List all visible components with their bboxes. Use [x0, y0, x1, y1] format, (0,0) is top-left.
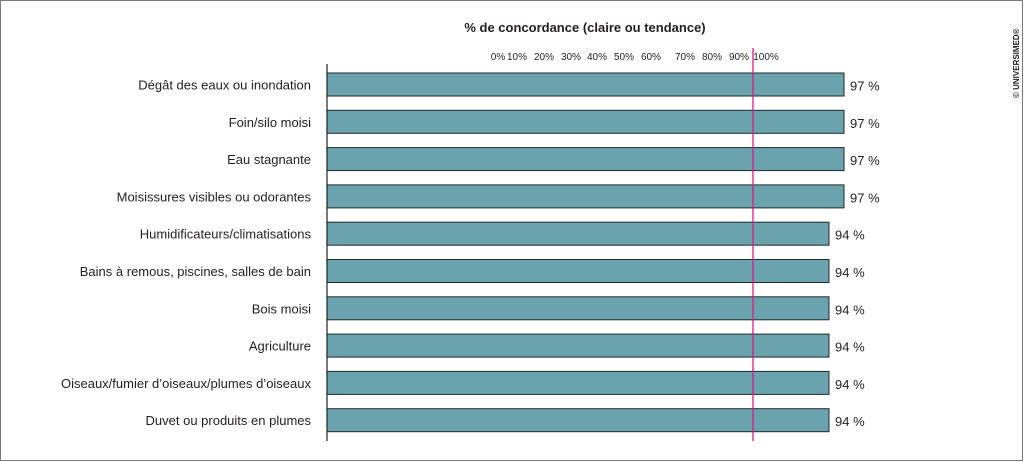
- category-label: Moisissures visibles ou odorantes: [117, 189, 312, 204]
- bar: [326, 147, 845, 172]
- bar: [326, 296, 830, 321]
- bar: [326, 109, 845, 134]
- bar: [326, 221, 830, 246]
- category-label: Humidificateurs/climatisations: [140, 227, 312, 242]
- tick-label: 0%: [491, 52, 506, 63]
- value-label: 94 %: [835, 265, 865, 280]
- value-label: 94 %: [835, 302, 865, 317]
- bar: [326, 333, 830, 358]
- tick-label: 10%: [507, 52, 527, 63]
- tick-label: 30%: [561, 52, 581, 63]
- tick-label: 100%: [753, 52, 779, 63]
- tick-label: 50%: [614, 52, 634, 63]
- tick-label: 70%: [675, 52, 695, 63]
- category-label: Foin/silo moisi: [229, 115, 311, 130]
- value-label: 97 %: [850, 116, 880, 131]
- value-label: 94 %: [835, 228, 865, 243]
- category-label: Duvet ou produits en plumes: [146, 413, 312, 428]
- tick-label: 40%: [587, 52, 607, 63]
- bar: [326, 184, 845, 209]
- value-label: 97 %: [850, 79, 880, 94]
- category-label: Oiseaux/fumier d’oiseaux/plumes d’oiseau…: [61, 376, 312, 391]
- tick-label: 20%: [534, 52, 554, 63]
- value-label: 97 %: [850, 190, 880, 205]
- value-label: 94 %: [835, 414, 865, 429]
- category-label: Bains à remous, piscines, salles de bain: [80, 264, 311, 279]
- tick-label: 90%: [729, 52, 749, 63]
- category-label: Bois moisi: [252, 301, 311, 316]
- bar: [326, 408, 830, 433]
- category-label: Eau stagnante: [227, 152, 311, 167]
- bar: [326, 259, 830, 283]
- value-label: 94 %: [835, 340, 865, 355]
- bar: [326, 370, 830, 395]
- bar: [326, 72, 845, 97]
- value-label: 97 %: [850, 153, 880, 168]
- tick-label: 80%: [702, 52, 722, 63]
- tick-label: 60%: [641, 52, 661, 63]
- category-label: Dégât des eaux ou inondation: [138, 78, 311, 93]
- value-label: 94 %: [835, 377, 865, 392]
- category-label: Agriculture: [249, 339, 311, 354]
- chart-title: % de concordance (claire ou tendance): [464, 20, 706, 35]
